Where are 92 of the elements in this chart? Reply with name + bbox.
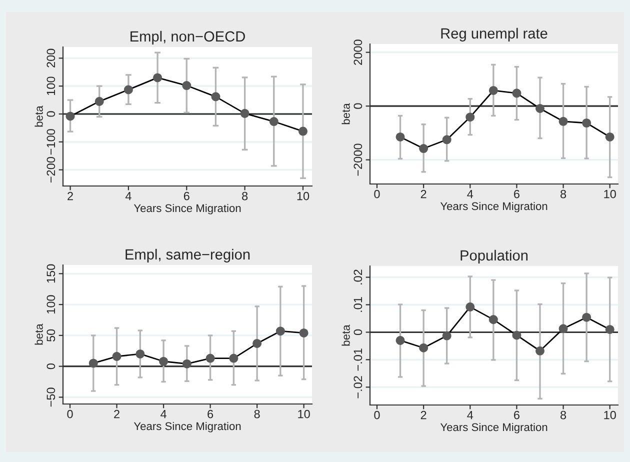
y-tick-label: 100 xyxy=(46,295,56,314)
x-tick-label: 10 xyxy=(298,410,310,418)
x-tick-label: 8 xyxy=(242,192,248,200)
x-tick-label: 2 xyxy=(420,190,426,198)
x-tick-label: 0 xyxy=(374,190,380,198)
point xyxy=(605,324,614,334)
point xyxy=(276,326,285,336)
x-tick-label: 6 xyxy=(208,410,214,418)
point xyxy=(558,324,568,334)
point xyxy=(159,356,168,366)
point xyxy=(582,312,592,322)
point xyxy=(558,116,568,126)
point xyxy=(605,132,614,142)
x-tick-label: 6 xyxy=(514,410,520,420)
point xyxy=(206,354,215,363)
point xyxy=(229,354,238,363)
y-tick-label: −2000 xyxy=(354,144,362,176)
x-axis-title: Years Since Migration xyxy=(440,202,548,212)
y-tick-label: 100 xyxy=(46,76,56,96)
point xyxy=(512,88,522,98)
point xyxy=(182,81,192,90)
x-axis-title: Years Since Migration xyxy=(440,422,548,434)
y-axis-title: beta xyxy=(342,324,350,346)
point xyxy=(466,302,475,312)
y-tick-label: 150 xyxy=(46,264,56,283)
x-tick-label: 0 xyxy=(67,410,73,418)
x-tick-label: 2 xyxy=(420,410,426,420)
x-tick-label: 8 xyxy=(254,410,260,418)
point xyxy=(442,135,452,144)
x-tick-label: 2 xyxy=(114,410,120,418)
chart-title: Reg unempl rate xyxy=(441,28,548,42)
y-tick-label: −200 xyxy=(46,156,56,183)
point xyxy=(419,343,428,352)
y-axis-title: beta xyxy=(34,106,43,127)
x-tick-label: 4 xyxy=(467,190,474,198)
point xyxy=(124,85,133,94)
x-axis-title: Years Since Migration xyxy=(134,204,241,214)
point xyxy=(299,328,308,338)
y-tick-label: −.01 xyxy=(354,348,362,371)
x-tick-label: 6 xyxy=(514,190,520,198)
x-tick-label: 4 xyxy=(125,192,132,200)
point xyxy=(94,96,104,106)
y-tick-label: −50 xyxy=(46,388,56,407)
y-tick-label: 0 xyxy=(354,329,362,336)
point xyxy=(136,349,145,358)
x-tick-label: 4 xyxy=(467,410,474,420)
point xyxy=(488,86,498,95)
point xyxy=(88,358,98,368)
point xyxy=(182,359,192,368)
x-axis-title: Years Since Migration xyxy=(134,422,241,432)
point xyxy=(240,108,250,118)
point xyxy=(298,126,308,136)
y-tick-label: .01 xyxy=(354,297,362,312)
y-axis-title: beta xyxy=(34,324,43,345)
x-tick-label: 10 xyxy=(604,410,616,420)
x-tick-label: 2 xyxy=(68,192,73,200)
chart-title: Population xyxy=(460,250,528,264)
point xyxy=(269,117,278,126)
y-tick-label: 0 xyxy=(46,111,56,117)
point xyxy=(582,118,592,128)
point xyxy=(396,132,405,142)
point xyxy=(396,336,405,345)
x-tick-label: 6 xyxy=(184,192,190,200)
point xyxy=(512,330,522,340)
x-tick-label: 8 xyxy=(560,410,566,420)
point xyxy=(112,352,122,361)
y-tick-label: 0 xyxy=(354,103,362,109)
x-tick-label: 10 xyxy=(604,190,616,198)
x-tick-label: 10 xyxy=(297,192,310,200)
point xyxy=(442,331,452,340)
y-tick-label: −100 xyxy=(46,129,56,155)
y-tick-label: 50 xyxy=(46,329,56,342)
point xyxy=(419,144,428,154)
y-tick-label: .02 xyxy=(354,270,362,284)
y-tick-label: −.02 xyxy=(354,376,362,398)
point xyxy=(535,104,545,114)
x-tick-label: 0 xyxy=(374,410,380,420)
y-tick-label: 0 xyxy=(46,363,56,370)
point xyxy=(488,315,498,324)
point xyxy=(466,112,475,122)
y-tick-label: 2000 xyxy=(354,40,362,65)
chart-title: Empl, same−region xyxy=(126,248,250,262)
point xyxy=(66,112,75,121)
point xyxy=(211,92,220,102)
y-tick-label: 200 xyxy=(46,48,56,68)
point xyxy=(153,73,162,82)
x-tick-label: 4 xyxy=(160,410,166,418)
y-axis-title: beta xyxy=(342,103,350,124)
x-tick-label: 8 xyxy=(560,190,566,198)
point xyxy=(252,338,262,348)
point xyxy=(535,346,545,356)
chart-title: Empl, non−OECD xyxy=(130,30,245,44)
